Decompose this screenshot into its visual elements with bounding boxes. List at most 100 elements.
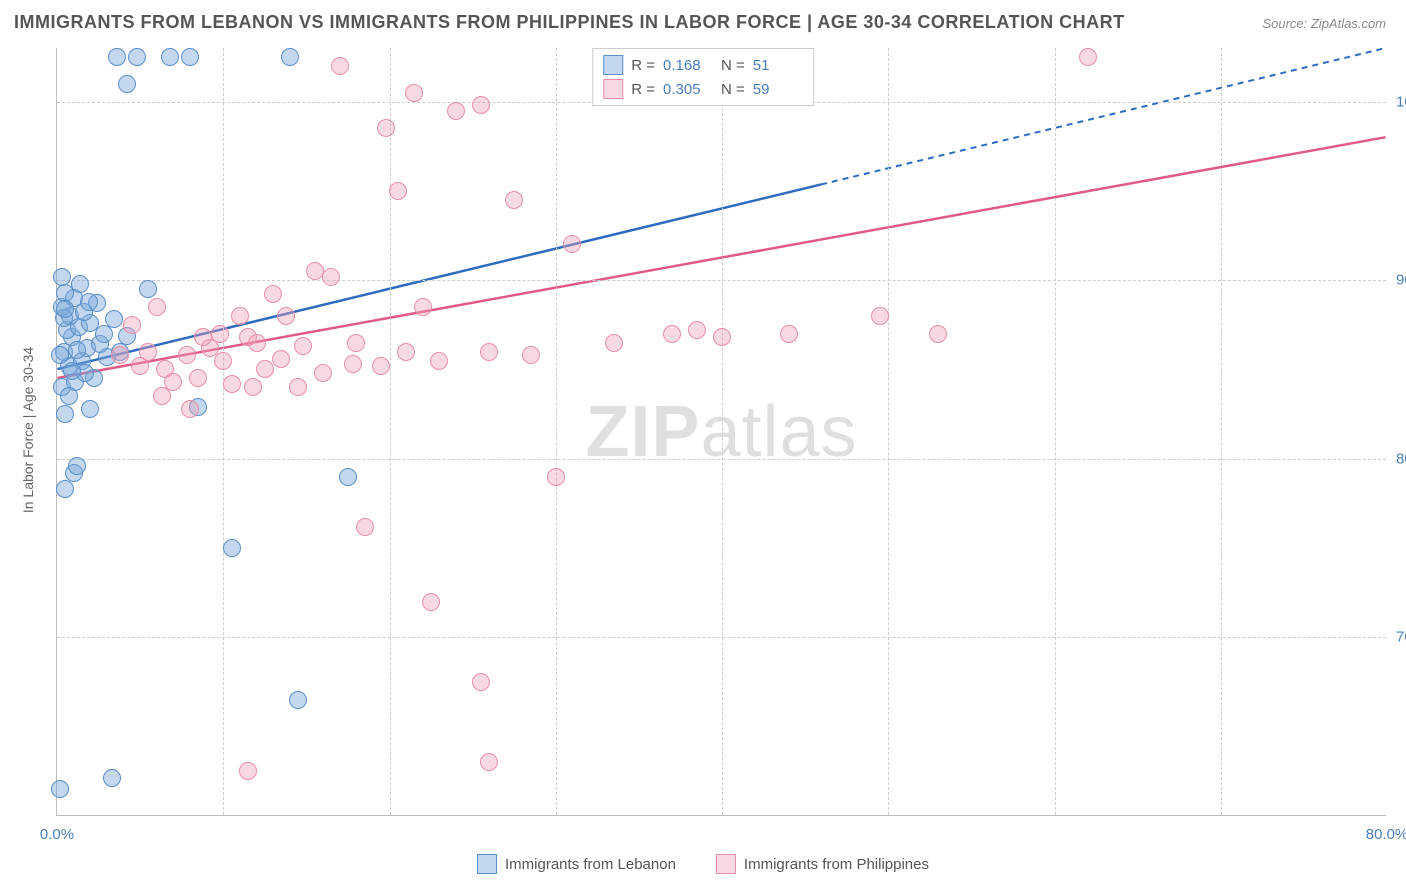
scatter-point-philippines: [239, 762, 257, 780]
r-label: R =: [631, 57, 655, 74]
chart-title: IMMIGRANTS FROM LEBANON VS IMMIGRANTS FR…: [14, 12, 1125, 33]
scatter-point-philippines: [447, 102, 465, 120]
scatter-point-lebanon: [80, 293, 98, 311]
scatter-point-philippines: [306, 262, 324, 280]
scatter-point-philippines: [563, 235, 581, 253]
scatter-point-lebanon: [56, 480, 74, 498]
scatter-point-philippines: [405, 84, 423, 102]
scatter-point-philippines: [289, 378, 307, 396]
scatter-point-lebanon: [56, 405, 74, 423]
source-attribution: Source: ZipAtlas.com: [1262, 16, 1386, 31]
scatter-point-lebanon: [95, 325, 113, 343]
scatter-point-philippines: [389, 182, 407, 200]
scatter-point-lebanon: [51, 346, 69, 364]
scatter-point-philippines: [123, 316, 141, 334]
x-tick-label: 80.0%: [1366, 826, 1406, 843]
y-axis-label: In Labor Force | Age 30-34: [20, 347, 36, 513]
scatter-point-philippines: [688, 321, 706, 339]
scatter-point-philippines: [414, 298, 432, 316]
legend-correlation: R = 0.168 N = 51 R = 0.305 N = 59: [592, 48, 814, 106]
scatter-point-lebanon: [118, 75, 136, 93]
gridline-v: [556, 48, 557, 815]
scatter-point-philippines: [472, 96, 490, 114]
scatter-point-philippines: [111, 346, 129, 364]
scatter-point-philippines: [347, 334, 365, 352]
scatter-point-philippines: [153, 387, 171, 405]
scatter-point-lebanon: [128, 48, 146, 66]
scatter-point-philippines: [139, 343, 157, 361]
chart-container: IMMIGRANTS FROM LEBANON VS IMMIGRANTS FR…: [0, 0, 1406, 892]
scatter-point-philippines: [248, 334, 266, 352]
scatter-point-philippines: [214, 352, 232, 370]
scatter-point-lebanon: [339, 468, 357, 486]
scatter-point-lebanon: [51, 780, 69, 798]
scatter-point-philippines: [322, 268, 340, 286]
scatter-point-philippines: [505, 191, 523, 209]
scatter-point-philippines: [178, 346, 196, 364]
legend-label-philippines: Immigrants from Philippines: [744, 856, 929, 873]
scatter-point-philippines: [377, 119, 395, 137]
legend-label-lebanon: Immigrants from Lebanon: [505, 856, 676, 873]
gridline-v: [1055, 48, 1056, 815]
scatter-point-philippines: [1079, 48, 1097, 66]
scatter-point-philippines: [148, 298, 166, 316]
n-value-philippines: 59: [753, 81, 803, 98]
scatter-point-philippines: [331, 57, 349, 75]
scatter-point-philippines: [372, 357, 390, 375]
scatter-point-lebanon: [71, 275, 89, 293]
scatter-point-philippines: [663, 325, 681, 343]
scatter-point-philippines: [480, 343, 498, 361]
scatter-point-philippines: [713, 328, 731, 346]
scatter-point-philippines: [256, 360, 274, 378]
scatter-point-philippines: [294, 337, 312, 355]
scatter-point-philippines: [314, 364, 332, 382]
scatter-point-lebanon: [56, 300, 74, 318]
legend-swatch-lebanon: [477, 854, 497, 874]
legend-item-lebanon: Immigrants from Lebanon: [477, 854, 676, 874]
gridline-v: [888, 48, 889, 815]
scatter-point-lebanon: [281, 48, 299, 66]
scatter-point-philippines: [277, 307, 295, 325]
scatter-point-philippines: [480, 753, 498, 771]
scatter-point-philippines: [522, 346, 540, 364]
scatter-point-lebanon: [68, 341, 86, 359]
scatter-point-philippines: [929, 325, 947, 343]
scatter-point-philippines: [871, 307, 889, 325]
scatter-point-lebanon: [223, 539, 241, 557]
gridline-v: [722, 48, 723, 815]
scatter-point-lebanon: [181, 48, 199, 66]
scatter-point-philippines: [472, 673, 490, 691]
legend-series: Immigrants from Lebanon Immigrants from …: [477, 854, 929, 874]
scatter-point-philippines: [264, 285, 282, 303]
scatter-point-lebanon: [68, 457, 86, 475]
y-tick-label: 90.0%: [1396, 272, 1406, 289]
r-label: R =: [631, 81, 655, 98]
legend-row-philippines: R = 0.305 N = 59: [603, 77, 803, 101]
legend-swatch-lebanon: [603, 55, 623, 75]
scatter-point-philippines: [244, 378, 262, 396]
legend-row-lebanon: R = 0.168 N = 51: [603, 53, 803, 77]
x-tick-label: 0.0%: [40, 826, 74, 843]
gridline-v: [223, 48, 224, 815]
gridline-v: [1221, 48, 1222, 815]
scatter-point-philippines: [605, 334, 623, 352]
scatter-point-lebanon: [161, 48, 179, 66]
n-label: N =: [721, 81, 745, 98]
y-tick-label: 80.0%: [1396, 450, 1406, 467]
scatter-point-philippines: [189, 369, 207, 387]
scatter-point-philippines: [344, 355, 362, 373]
n-value-lebanon: 51: [753, 57, 803, 74]
scatter-point-philippines: [223, 375, 241, 393]
r-value-philippines: 0.305: [663, 81, 713, 98]
scatter-point-philippines: [430, 352, 448, 370]
legend-item-philippines: Immigrants from Philippines: [716, 854, 929, 874]
scatter-point-philippines: [397, 343, 415, 361]
scatter-point-philippines: [181, 400, 199, 418]
scatter-point-lebanon: [81, 400, 99, 418]
legend-swatch-philippines: [716, 854, 736, 874]
y-tick-label: 70.0%: [1396, 629, 1406, 646]
scatter-point-philippines: [356, 518, 374, 536]
scatter-point-lebanon: [103, 769, 121, 787]
scatter-point-lebanon: [53, 268, 71, 286]
scatter-point-lebanon: [289, 691, 307, 709]
